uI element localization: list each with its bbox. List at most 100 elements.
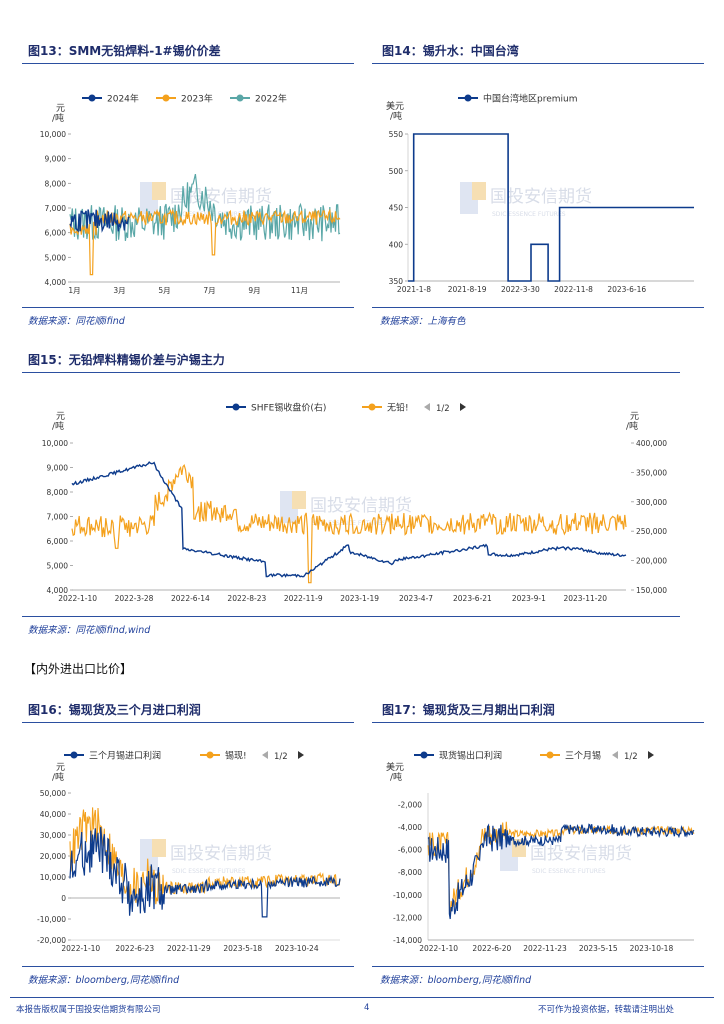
fig16-xtick: 2022-11-29	[167, 944, 211, 953]
fig17-xtick: 2022-6-20	[472, 944, 511, 953]
fig15-xtick: 2023-1-19	[340, 594, 379, 603]
fig16-xtick: 2023-5-18	[223, 944, 262, 953]
fig16-legend-label: 锡现!	[225, 751, 247, 762]
fig16-ytick: -10,000	[37, 915, 66, 924]
fig15-legend-label: SHFE锡收盘价(右)	[251, 402, 326, 414]
fig14-xtick: 2023-6-16	[607, 285, 646, 294]
fig13-legend-marker	[162, 94, 170, 102]
fig13-title-rule	[22, 63, 354, 64]
fig14-watermark-logo-accent	[472, 182, 486, 200]
fig13-title: 图13：SMM无铅焊料-1#锡价价差	[28, 44, 221, 58]
fig13-xtick: 9月	[248, 286, 260, 295]
fig16-watermark-logo-accent	[152, 839, 166, 857]
fig17-legend-page: 1/2	[624, 752, 638, 762]
fig17-xtick: 2022-11-23	[523, 944, 567, 953]
fig16-legend-prev-icon	[262, 751, 268, 759]
fig17-unit-bottom: /吨	[390, 771, 402, 783]
fig15-title-rule	[22, 372, 680, 373]
fig16-chart: 国投安信期货 SDIC ESSENCE FUTURES 元/吨 50,000 40,00…	[37, 750, 341, 953]
fig17-legend-next-icon	[648, 751, 654, 759]
fig13-source: 数据来源：同花顺ifind	[28, 316, 125, 327]
fig15-xtick: 2023-9-1	[512, 594, 546, 603]
fig13-legend-marker	[88, 94, 96, 102]
fig17-title: 图17：锡现货及三月期出口利润	[382, 703, 555, 717]
fig16-ytick: 40,000	[40, 810, 66, 819]
fig17-legend-marker	[546, 751, 554, 759]
fig14-title: 图14：锡升水：中国台湾	[382, 44, 519, 58]
fig13-unit-bottom: /吨	[52, 112, 64, 124]
fig16-unit-bottom: /吨	[52, 771, 64, 783]
fig17-legend-marker	[420, 751, 428, 759]
fig16-ytick: -20,000	[37, 936, 66, 945]
fig15-unit-right-bottom: /吨	[626, 420, 638, 432]
fig17-legend-prev-icon	[612, 751, 618, 759]
fig17-ytick: -14,000	[393, 936, 422, 945]
fig15-left-ytick: 6,000	[47, 537, 69, 546]
fig15-right-ytick: 250,000	[636, 527, 667, 536]
fig16-unit-top: 元	[56, 763, 65, 773]
fig14-xtick: 2021-1-8	[397, 285, 431, 294]
fig15-right-ytick: 350,000	[636, 468, 667, 477]
fig17-series-spot	[427, 823, 695, 920]
footer-page-number: 4	[364, 1003, 370, 1013]
fig17-watermark-cn: 国投安信期货	[530, 844, 632, 864]
fig17-xtick: 2023-5-15	[579, 944, 618, 953]
fig13-series-2022	[69, 173, 341, 242]
footer-rule	[10, 997, 714, 998]
fig16-legend-label: 三个月锡进口利润	[89, 750, 161, 762]
fig17-ytick: -8,000	[398, 868, 422, 877]
fig15-left-ytick: 4,000	[47, 586, 69, 595]
fig15-right-ytick: 300,000	[636, 498, 667, 507]
fig15-right-ytick: 200,000	[636, 557, 667, 566]
fig17-title-rule	[372, 722, 704, 723]
fig17-xtick: 2022-1-10	[419, 944, 458, 953]
fig13-ytick: 7,000	[45, 204, 67, 213]
fig14-xtick: 2022-3-30	[501, 285, 540, 294]
fig16-ytick: 20,000	[40, 852, 66, 861]
fig16-watermark-en: SDIC ESSENCE FUTURES	[172, 868, 246, 875]
fig13-xtick: 3月	[113, 286, 125, 295]
fig15-right-ytick: 150,000	[636, 586, 667, 595]
footer-disclaimer: 不可作为投资依据，转载请注明出处	[538, 1005, 675, 1015]
fig16-legend-next-icon	[298, 751, 304, 759]
fig15-unit-right-top: 元	[630, 412, 639, 422]
fig15-bottom-rule	[22, 616, 680, 617]
fig13-ytick: 5,000	[45, 253, 67, 262]
fig17-bottom-rule	[372, 966, 704, 967]
fig14-chart: 国投安信期货 SDIC ESSENCE FUTURES 美元/吨 550 500 450 4…	[386, 93, 694, 294]
fig17-unit-top: 美元	[386, 761, 404, 773]
fig16-source: 数据来源：bloomberg,同花顺ifind	[28, 975, 180, 986]
fig15-unit-left-top: 元	[56, 412, 65, 422]
fig17-legend-label: 现货锡出口利润	[439, 750, 502, 762]
fig14-bottom-rule	[372, 307, 704, 308]
fig15-xtick: 2023-6-21	[453, 594, 492, 603]
fig13-legend-label: 2022年	[255, 93, 287, 105]
fig17-ytick: -4,000	[398, 823, 422, 832]
fig15-series-shfe	[71, 461, 627, 578]
fig15-xtick: 2022-6-14	[171, 594, 210, 603]
fig15-left-ytick: 10,000	[42, 439, 68, 448]
fig13-xtick: 1月	[68, 286, 80, 295]
fig17-chart: -2,000 -4,000 -6,000 -8,000 -10,000 -12,000 -1…	[386, 750, 695, 953]
fig16-series-3m	[69, 827, 341, 918]
fig15-right-ytick: 400,000	[636, 439, 667, 448]
fig14-legend-marker	[464, 94, 472, 102]
fig15-xtick: 2022-8-23	[227, 594, 266, 603]
fig17-source: 数据来源：bloomberg,同花顺ifind	[380, 975, 532, 986]
fig17-ytick: -12,000	[393, 913, 422, 922]
fig13-xtick: 7月	[203, 286, 215, 295]
fig13-series-2024	[69, 209, 130, 233]
fig15-left-ytick: 9,000	[47, 464, 69, 473]
fig15-legend-marker	[368, 403, 376, 411]
fig13-ytick: 6,000	[45, 229, 67, 238]
fig15-legend-page: 1/2	[436, 404, 450, 414]
fig17-watermark-en: SDIC ESSENCE FUTURES	[532, 868, 606, 875]
fig14-ytick: 550	[389, 130, 404, 139]
fig13-xtick: 5月	[158, 286, 170, 295]
fig15-xtick: 2022-11-9	[284, 594, 323, 603]
fig15-xtick: 2022-1-10	[58, 594, 97, 603]
fig16-legend-marker	[206, 751, 214, 759]
fig13-legend-label: 2023年	[181, 93, 213, 105]
fig16-bottom-rule	[22, 966, 354, 967]
